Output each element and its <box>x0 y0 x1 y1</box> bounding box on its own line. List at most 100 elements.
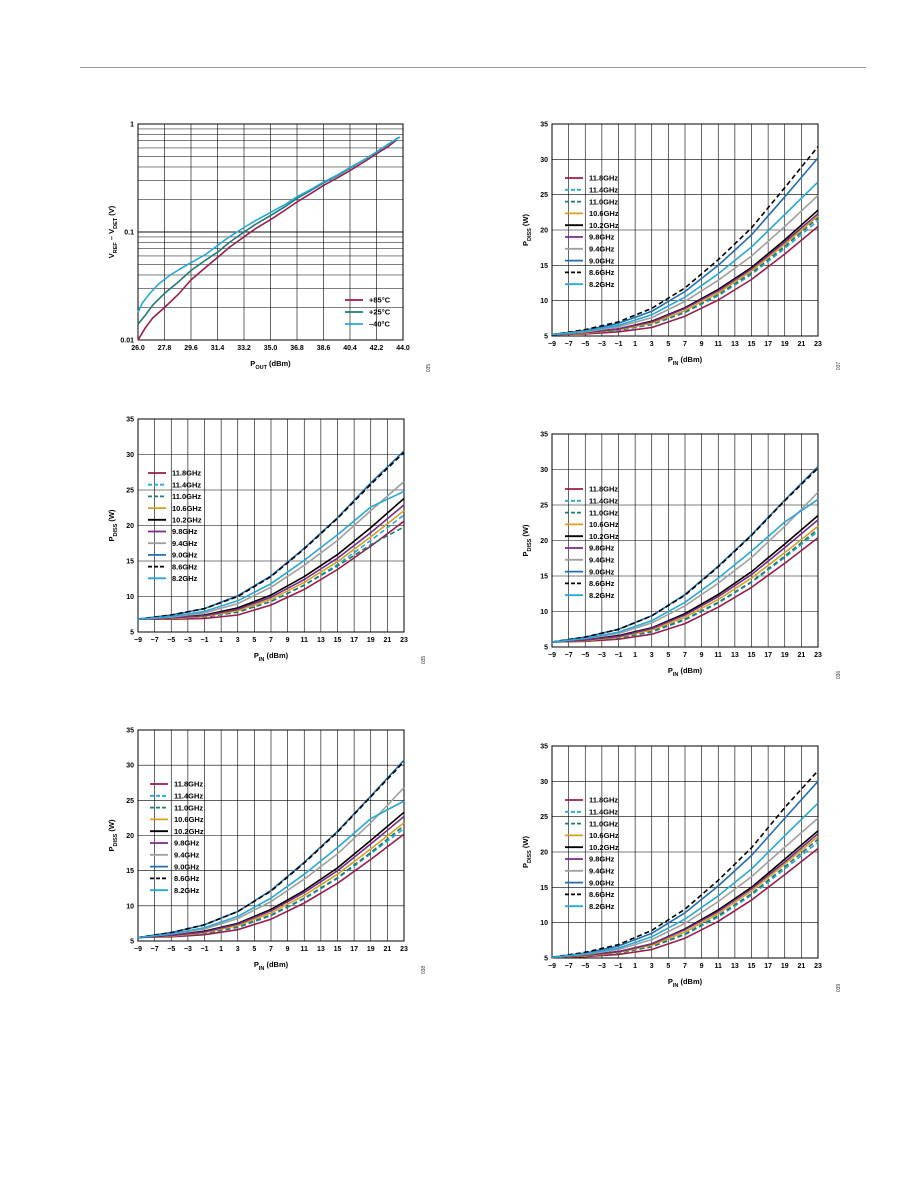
x-tick-label: 27.8 <box>158 345 172 352</box>
y-tick-label: 5 <box>130 630 134 637</box>
x-tick-label: 29.6 <box>184 345 198 352</box>
y-tick-label: 25 <box>540 814 548 821</box>
x-tick-label: 3 <box>650 963 654 970</box>
legend: 11.8GHz 11.4GHz 11.0GHz 10.6GHz 10.2GHz 9.8GH… <box>150 780 204 895</box>
x-tick-label: −9 <box>548 963 556 970</box>
x-tick-label: 17 <box>764 652 772 659</box>
y-tick-label: 1 <box>130 122 134 129</box>
x-tick-label: −3 <box>598 652 606 659</box>
x-tick-label: −9 <box>548 652 556 659</box>
x-tick-label: 5 <box>666 652 670 659</box>
x-tick-label: 5 <box>666 341 670 348</box>
x-tick-label: −3 <box>184 637 192 644</box>
y-tick-label: 15 <box>540 263 548 270</box>
legend-label: +25°C <box>369 308 391 317</box>
y-axis-label: PDISS (W) <box>521 213 533 246</box>
y-tick-label: 5 <box>544 956 548 963</box>
x-tick-label: 7 <box>683 963 687 970</box>
x-tick-label: 15 <box>334 946 342 953</box>
series-line <box>137 490 405 620</box>
legend-label: 9.4GHz <box>589 867 615 876</box>
series-line <box>551 802 819 959</box>
x-tick-label: 19 <box>781 963 789 970</box>
series-line <box>551 181 819 336</box>
x-tick-label: 11 <box>301 946 309 953</box>
x-axis-label: PIN (dBm) <box>668 355 703 367</box>
x-tick-label: 7 <box>269 637 273 644</box>
series-line <box>551 847 819 959</box>
y-tick-label: 0.1 <box>124 230 134 237</box>
x-tick-label: −3 <box>184 946 192 953</box>
plot-frame <box>551 123 819 337</box>
x-tick-label: −7 <box>565 652 573 659</box>
legend-label: 9.8GHz <box>172 527 198 536</box>
y-tick-label: 20 <box>540 228 548 235</box>
header-rule <box>80 67 866 68</box>
legend-label: 10.2GHz <box>172 516 202 525</box>
y-tick-label: 30 <box>540 779 548 786</box>
x-tick-label: 1 <box>219 946 223 953</box>
x-tick-label: 19 <box>367 637 375 644</box>
x-tick-label: 9 <box>286 946 290 953</box>
x-axis-label: PIN (dBm) <box>254 960 289 972</box>
x-tick-label: 9 <box>286 637 290 644</box>
legend-label: 8.2GHz <box>172 574 198 583</box>
x-tick-label: 1 <box>219 637 223 644</box>
x-tick-label: −1 <box>615 963 623 970</box>
figure-id: 035 <box>421 656 427 665</box>
y-tick-label: 20 <box>540 850 548 857</box>
series-line <box>137 833 405 939</box>
legend: +85°C +25°C –40°C <box>345 296 391 329</box>
legend-label: 9.4GHz <box>172 539 198 548</box>
series-line <box>551 537 819 643</box>
legend: 11.8GHz 11.4GHz 11.0GHz 10.6GHz 10.2GHz 9.8GH… <box>565 485 619 600</box>
x-tick-label: −7 <box>565 963 573 970</box>
x-tick-label: 13 <box>317 637 325 644</box>
series-line <box>137 136 401 313</box>
legend-label: 9.0GHz <box>589 567 615 576</box>
y-tick-label: 5 <box>544 645 548 652</box>
legend-label: 11.8GHz <box>174 780 203 789</box>
series-line <box>138 520 405 621</box>
x-tick-label: −9 <box>134 946 142 953</box>
x-tick-label: 11 <box>715 963 723 970</box>
y-tick-label: 0.01 <box>120 338 134 345</box>
x-tick-label: 11 <box>715 341 723 348</box>
x-tick-label: 13 <box>317 946 325 953</box>
x-tick-label: 13 <box>731 341 739 348</box>
x-tick-label: 36.8 <box>290 345 304 352</box>
legend: 11.8GHz 11.4GHz 11.0GHz 10.6GHz 10.2GHz 9.8GH… <box>565 174 619 289</box>
legend-label: 11.8GHz <box>589 174 618 183</box>
x-tick-label: 23 <box>814 341 822 348</box>
y-tick-label: 20 <box>126 523 134 530</box>
legend-label: 9.0GHz <box>589 256 615 265</box>
series-line <box>551 498 819 643</box>
y-axis-label: PDISS (W) <box>521 835 533 868</box>
series-line <box>551 213 819 336</box>
legend-label: 10.2GHz <box>589 221 619 230</box>
x-tick-label: 21 <box>383 637 391 644</box>
legend-label: 11.4GHz <box>589 186 618 195</box>
y-tick-label: 25 <box>540 192 548 199</box>
legend-label: 8.6GHz <box>589 268 615 277</box>
x-tick-label: 5 <box>666 963 670 970</box>
x-tick-label: −1 <box>615 652 623 659</box>
y-tick-label: 10 <box>540 298 548 305</box>
x-tick-label: 17 <box>350 946 358 953</box>
x-tick-label: 23 <box>814 652 822 659</box>
x-tick-label: 19 <box>367 946 375 953</box>
legend-label: 11.4GHz <box>172 480 201 489</box>
x-tick-label: −9 <box>134 637 142 644</box>
series-line <box>551 780 819 959</box>
y-tick-label: 35 <box>540 432 548 439</box>
legend-label: 9.8GHz <box>589 233 615 242</box>
x-tick-label: −1 <box>201 637 209 644</box>
series-line <box>551 519 819 643</box>
series-line <box>551 194 819 336</box>
y-tick-label: 35 <box>126 728 134 735</box>
x-tick-label: −5 <box>167 637 175 644</box>
legend-label: 11.0GHz <box>589 508 618 517</box>
x-tick-label: 21 <box>797 652 805 659</box>
legend-label: 8.6GHz <box>172 562 198 571</box>
